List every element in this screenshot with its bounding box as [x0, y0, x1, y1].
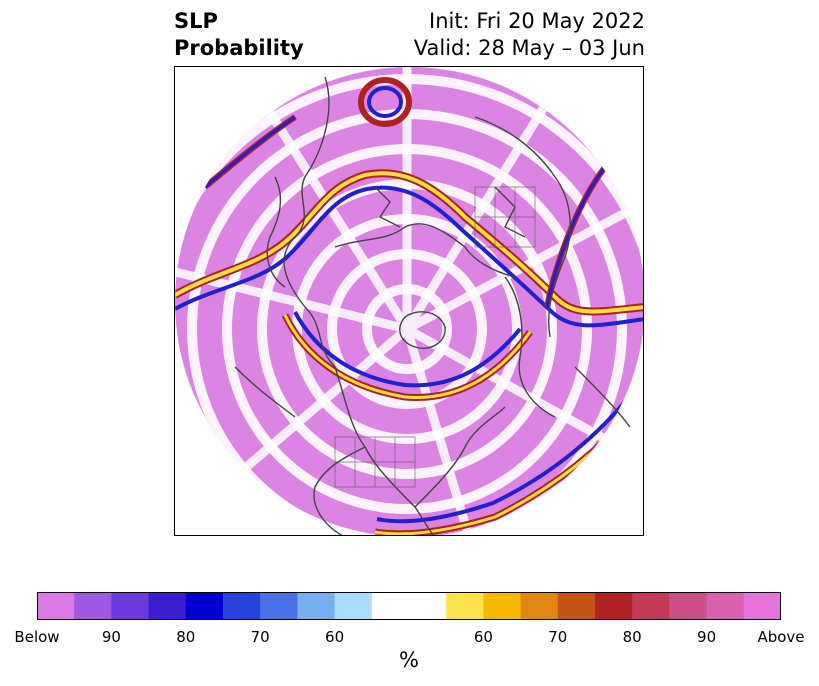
colorbar-tick-label: 90	[101, 628, 121, 646]
chart-title: SLP Probability	[174, 8, 304, 62]
colorbar-tick-label: 80	[622, 628, 642, 646]
colorbar-segment	[446, 592, 484, 620]
colorbar-border	[37, 592, 781, 620]
coastlines	[234, 76, 631, 535]
colorbar-segment	[409, 592, 447, 620]
colorbar-segment	[297, 592, 336, 620]
map-canvas	[175, 67, 643, 535]
colorbar-segment	[706, 592, 745, 620]
colorbar-tick-label: 90	[697, 628, 717, 646]
colorbar-tick-label: 80	[176, 628, 196, 646]
colorbar-segment	[743, 592, 781, 620]
colorbar-segment	[632, 592, 670, 620]
probability-field	[175, 67, 643, 535]
colorbar-tick-label: 70	[250, 628, 270, 646]
colorbar-canvas	[37, 592, 781, 620]
colorbar-segment	[483, 592, 522, 620]
colorbar-segment	[595, 592, 633, 620]
colorbar-segment	[260, 592, 298, 620]
colorbar-tick-label: 70	[548, 628, 568, 646]
colorbar-unit: %	[399, 648, 419, 672]
probability-map	[174, 66, 644, 536]
colorbar-tick-label: 60	[325, 628, 345, 646]
colorbar-segment	[334, 592, 373, 620]
colorbar-segment	[148, 592, 187, 620]
validity-text: Init: Fri 20 May 2022 Valid: 28 May – 03…	[414, 8, 645, 62]
colorbar	[37, 592, 781, 620]
colorbar-segment	[669, 592, 708, 620]
colorbar-segment	[111, 592, 150, 620]
colorbar-segment	[37, 592, 75, 620]
colorbar-tick-label: Above	[757, 628, 805, 646]
colorbar-segment	[74, 592, 112, 620]
colorbar-tick-label: Below	[14, 628, 60, 646]
colorbar-tick-label: 60	[473, 628, 493, 646]
title-line-2: Probability	[174, 36, 304, 60]
title-line-1: SLP	[174, 9, 218, 33]
colorbar-segment	[557, 592, 596, 620]
valid-period: Valid: 28 May – 03 Jun	[413, 36, 645, 60]
colorbar-segment	[223, 592, 261, 620]
colorbar-segment	[371, 592, 410, 620]
colorbar-segment	[185, 592, 224, 620]
colorbar-segment	[520, 592, 559, 620]
init-time: Init: Fri 20 May 2022	[429, 9, 645, 33]
